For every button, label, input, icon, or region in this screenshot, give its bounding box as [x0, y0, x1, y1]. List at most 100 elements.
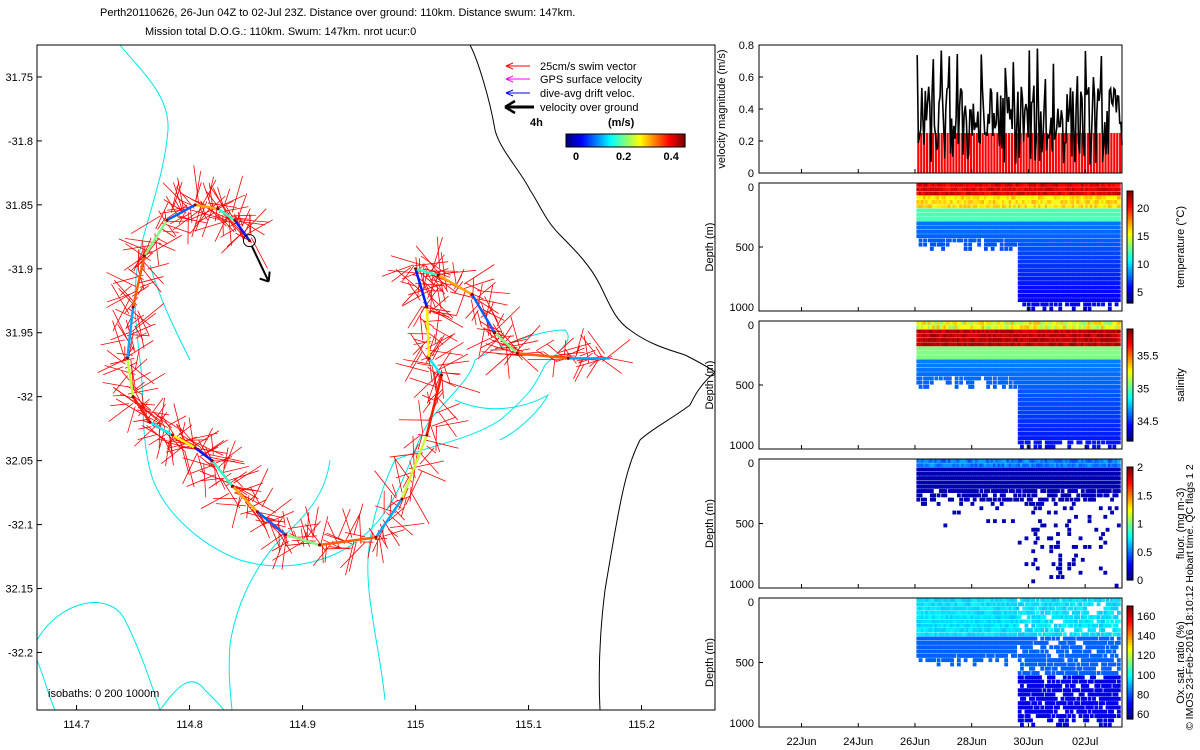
profile-cell	[1024, 440, 1029, 445]
profile-cell	[1098, 221, 1103, 226]
profile-cell	[1020, 402, 1024, 406]
profile-cell	[1080, 183, 1085, 187]
profile-cell	[1089, 212, 1094, 217]
profile-cell	[1038, 293, 1042, 298]
profile-cell	[1017, 225, 1022, 230]
profile-cell	[1112, 321, 1117, 325]
profile-cell	[1107, 200, 1112, 204]
profile-cell	[1026, 293, 1031, 298]
profile-cell	[1035, 325, 1040, 330]
profile-cell	[1042, 242, 1047, 247]
profile-cell	[1044, 289, 1049, 294]
profile-cell	[959, 238, 964, 243]
profile-cell	[1053, 268, 1058, 273]
profile-cell	[995, 329, 1000, 334]
profile-cell	[1006, 325, 1011, 330]
profile-cell	[1053, 212, 1058, 217]
profile-cell	[986, 321, 991, 325]
profile-cell	[1085, 268, 1090, 273]
profile-colorbar-cell	[1127, 438, 1133, 442]
profile-cell	[1105, 325, 1110, 330]
profile-cell	[1083, 329, 1087, 334]
profile-cell	[1105, 298, 1110, 303]
profile-cell	[1056, 359, 1060, 364]
profile-cell	[1094, 423, 1099, 428]
profile-cell	[1006, 238, 1011, 243]
profile-cell	[977, 208, 982, 213]
profile-cell	[925, 367, 930, 372]
profile-cell	[1092, 367, 1096, 372]
profile-cell	[1015, 234, 1020, 239]
profile-cell	[1049, 187, 1054, 192]
profile-cell	[1114, 385, 1119, 389]
profile-cell	[1105, 268, 1110, 273]
swim-vector	[424, 439, 459, 449]
profile-cell	[1069, 367, 1074, 372]
profile-cell	[934, 217, 939, 221]
profile-cell	[1078, 431, 1083, 436]
profile-cell	[952, 225, 957, 230]
profile-cell	[1065, 264, 1069, 268]
legend-scale-label: 4h	[530, 117, 543, 129]
profile-cell	[1094, 187, 1099, 192]
profile-cell	[920, 359, 925, 364]
profile-cell	[979, 372, 984, 377]
profile-cell	[979, 367, 984, 372]
profile-cell	[1078, 298, 1083, 303]
colorbar-cell	[637, 134, 640, 147]
swim-vector	[106, 290, 137, 309]
profile-cell	[1029, 255, 1033, 260]
profile-cell	[1042, 221, 1047, 226]
profile-cell	[1040, 376, 1045, 381]
profile-cell	[988, 363, 993, 368]
profile-cell	[983, 342, 988, 347]
profile-cell	[1083, 187, 1087, 192]
swim-vector	[112, 375, 128, 394]
velocity-bar	[923, 133, 926, 173]
profile-cell	[1078, 380, 1083, 385]
profile-cell	[1062, 359, 1067, 364]
profile-cell	[1089, 325, 1094, 330]
profile-cell	[995, 367, 1000, 372]
profile-cell	[1058, 285, 1063, 290]
profile-cell	[916, 338, 921, 342]
profile-cell	[965, 338, 970, 342]
profile-cell	[1114, 302, 1119, 307]
profile-cell	[1017, 281, 1022, 285]
colorbar-cell	[569, 134, 573, 147]
profile-cell	[1051, 285, 1056, 290]
profile-cell	[1020, 380, 1024, 385]
profile-cell	[1096, 281, 1101, 285]
swim-vector	[265, 498, 292, 519]
profile-cell	[1116, 276, 1121, 281]
colorbar-cell	[653, 134, 656, 147]
profile-cell	[963, 225, 968, 230]
profile-cell	[927, 321, 932, 325]
profile-cell	[959, 325, 964, 330]
swim-vector	[420, 271, 426, 289]
profile-cell	[981, 325, 986, 330]
profile-cell	[1103, 380, 1108, 385]
profile-cell	[1065, 302, 1069, 307]
profile-cell	[995, 208, 1000, 213]
profile-cell	[920, 229, 925, 234]
profile-cell	[1085, 329, 1090, 334]
profile-cell	[997, 321, 1002, 325]
profile-cell	[1114, 225, 1119, 230]
profile-cell	[1022, 338, 1027, 342]
profile-cell	[959, 183, 964, 187]
profile-cell	[1069, 272, 1074, 277]
profile-cell	[1101, 440, 1105, 445]
velocity-bar	[1004, 133, 1008, 173]
profile-cell	[956, 325, 961, 330]
profile-cell	[1015, 333, 1020, 338]
profile-cell	[1080, 431, 1085, 436]
profile-cell	[1112, 187, 1117, 192]
profile-cell	[929, 238, 934, 243]
profile-cell	[1022, 367, 1027, 372]
profile-cell	[1087, 298, 1092, 303]
profile-cell	[1107, 410, 1112, 415]
profile-cell	[997, 212, 1002, 217]
profile-cell	[1112, 281, 1117, 285]
profile-cell	[1006, 329, 1011, 334]
